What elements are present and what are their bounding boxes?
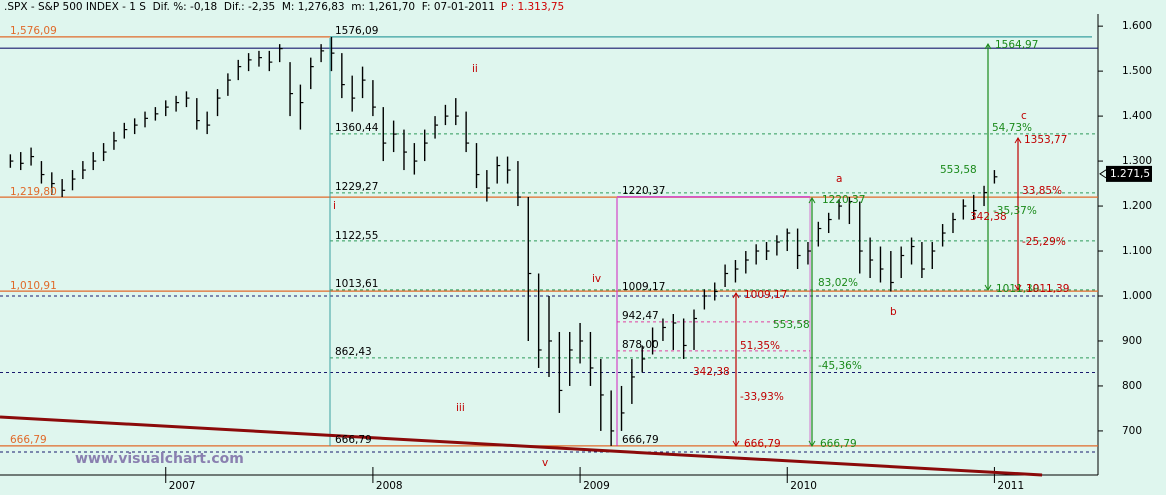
annotation: 553,58 <box>940 164 977 176</box>
annotation: v <box>542 457 548 469</box>
annotation: c <box>1021 110 1027 122</box>
annotation: 1220,37 <box>622 185 665 197</box>
annotation: 1229,27 <box>335 181 378 193</box>
arrow-head <box>984 43 992 50</box>
annotation: 666,79 <box>335 434 372 446</box>
arrow-head <box>808 440 816 447</box>
annotation: 1564,97 <box>995 39 1038 51</box>
annotation: 1576,09 <box>335 25 378 37</box>
arrow-head <box>1014 284 1022 291</box>
watermark: www.visualchart.com <box>75 451 244 467</box>
annotation: 1122,55 <box>335 230 378 242</box>
arrow-head <box>808 197 816 204</box>
annotation: 1009,17 <box>622 281 665 293</box>
annotation: 342,38 <box>693 366 730 378</box>
y-tick-label: 800 <box>1122 380 1142 392</box>
header-text: .SPX - S&P 500 INDEX - 1 S Dif. %: -0,18… <box>4 1 495 13</box>
annotation: iv <box>592 273 601 285</box>
annotation: 1220,37 <box>822 194 865 206</box>
arrow-head <box>1014 137 1022 144</box>
annotation: 666,79 <box>744 438 781 450</box>
annotation: -45,36% <box>818 360 862 372</box>
header: .SPX - S&P 500 INDEX - 1 S Dif. %: -0,18… <box>4 0 564 14</box>
y-tick-label: 1.100 <box>1122 245 1152 257</box>
annotation: 54,73% <box>992 122 1032 134</box>
annotation: -25,29% <box>1022 236 1066 248</box>
header-price: P : 1.313,75 <box>500 1 565 13</box>
annotation: -33,93% <box>740 391 784 403</box>
y-tick-label: 1.000 <box>1122 290 1152 302</box>
annotation: 1009,17 <box>744 289 787 301</box>
x-tick-label: 2007 <box>169 480 196 492</box>
arrow-head <box>732 440 740 447</box>
annotation: 1013,61 <box>335 278 378 290</box>
annotation: 33,85% <box>1022 185 1062 197</box>
last-price-box <box>1106 165 1152 182</box>
annotation: a <box>836 173 842 185</box>
annotation: -35,37% <box>993 205 1037 217</box>
x-tick-label: 2009 <box>583 480 610 492</box>
annotation: 1360,44 <box>335 122 379 134</box>
annotation: 666,79 <box>10 434 47 446</box>
trendline <box>0 415 1043 477</box>
annotation: ii <box>472 63 478 75</box>
annotation: 878,00 <box>622 339 659 351</box>
arrow-head <box>732 292 740 299</box>
annotation: 1353,77 <box>1024 134 1067 146</box>
x-tick-label: 2011 <box>997 480 1024 492</box>
annotation: 553,58 <box>773 319 810 331</box>
x-tick-label: 2008 <box>376 480 403 492</box>
annotation: b <box>890 306 897 318</box>
annotation: 862,43 <box>335 346 372 358</box>
y-tick-label: 1.300 <box>1122 155 1152 167</box>
annotation: 666,79 <box>622 434 659 446</box>
y-tick-label: 1.600 <box>1122 20 1152 32</box>
annotation: 1011,39 <box>996 283 1039 295</box>
annotation: 1,219,80 <box>10 186 57 198</box>
annotation: 942,47 <box>622 310 659 322</box>
annotation: 1,010,91 <box>10 280 57 292</box>
x-tick-label: 2010 <box>790 480 817 492</box>
annotation: 666,79 <box>820 438 857 450</box>
annotation: 83,02% <box>818 277 858 289</box>
annotation: i <box>333 200 336 212</box>
annotation: 1011,39 <box>1026 283 1069 295</box>
annotation: 1,576,09 <box>10 25 57 37</box>
y-tick-label: 1.400 <box>1122 110 1152 122</box>
annotation: 51,35% <box>740 340 780 352</box>
y-tick-label: 700 <box>1122 425 1142 437</box>
y-tick-label: 1.500 <box>1122 65 1152 77</box>
annotation: iii <box>456 402 465 414</box>
arrow-head <box>984 284 992 291</box>
y-tick-label: 900 <box>1122 335 1142 347</box>
annotation: 342,38 <box>970 211 1007 223</box>
last-price-label: 1.271,5 <box>1110 168 1150 180</box>
last-price-marker <box>1099 169 1107 179</box>
y-tick-label: 1.200 <box>1122 200 1152 212</box>
